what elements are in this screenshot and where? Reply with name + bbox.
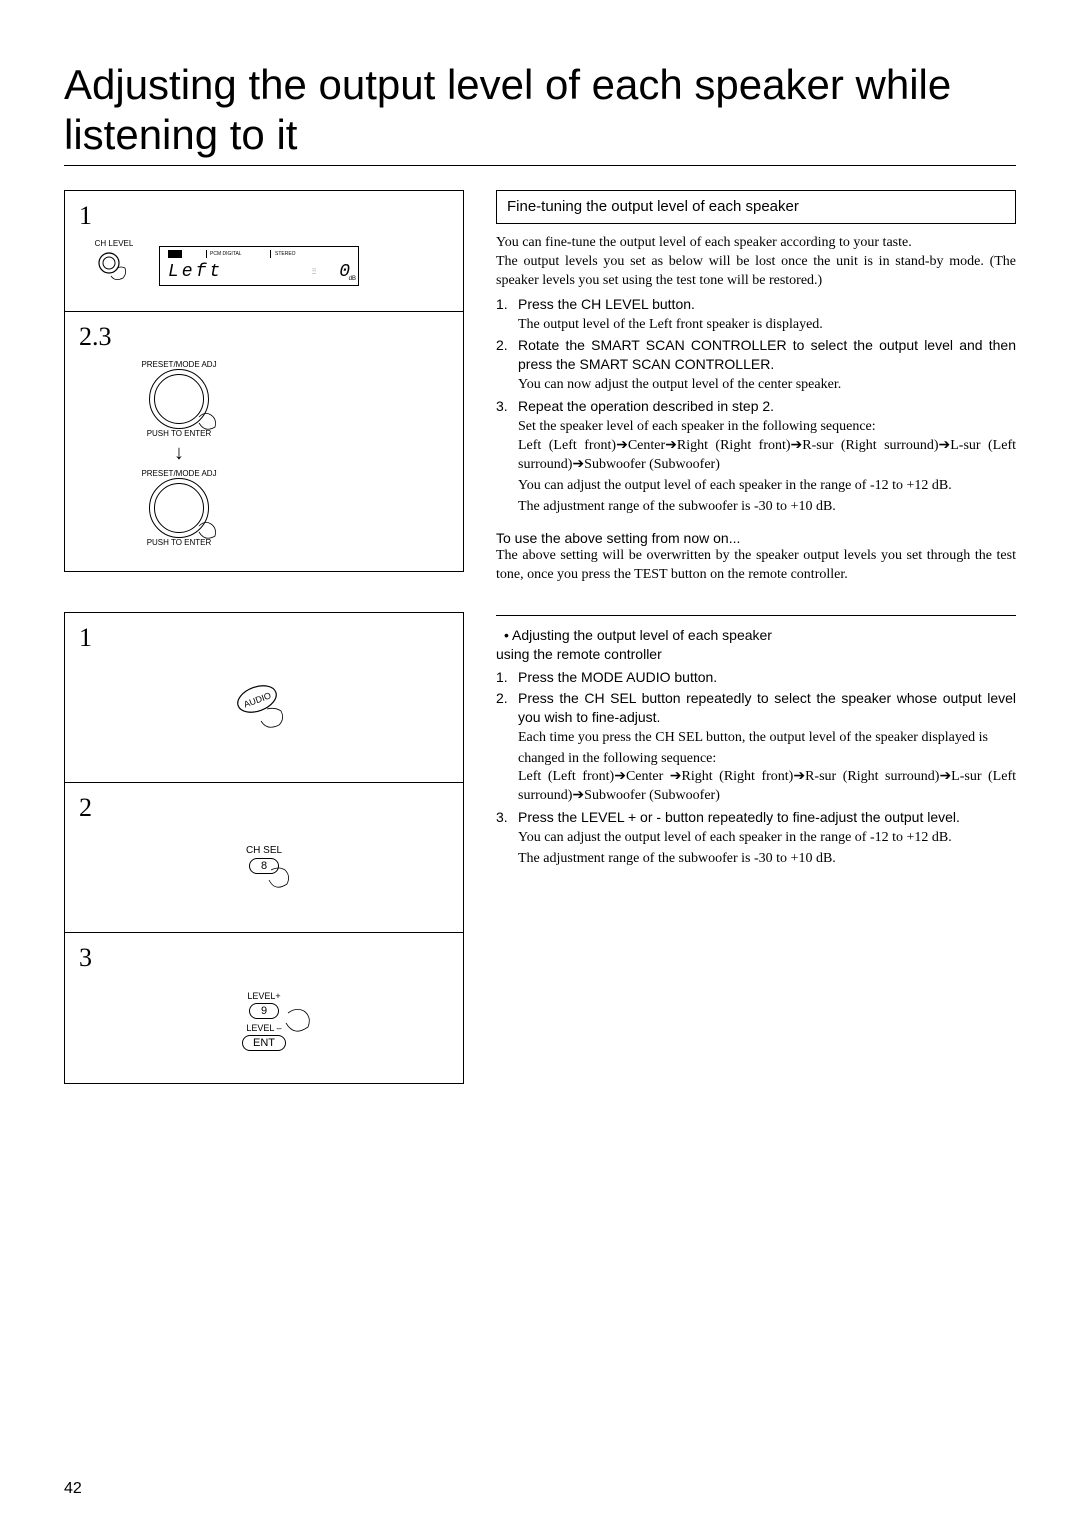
arrow-down-icon: ↓ xyxy=(119,442,239,465)
step-body: You can now adjust the output level of t… xyxy=(518,377,841,392)
hand-icon xyxy=(284,1005,324,1045)
note-body: The above setting will be overwritten by… xyxy=(496,547,1016,585)
step-body: You can adjust the output level of each … xyxy=(518,830,952,845)
list-number: 1. xyxy=(496,668,518,687)
step-heading: Repeat the operation described in step 2… xyxy=(518,398,774,414)
page-number: 42 xyxy=(64,1480,82,1498)
step-number: 2 xyxy=(79,793,449,823)
indicator-pcm: PCM DIGITAL xyxy=(210,251,242,257)
list-number: 1. xyxy=(496,295,518,335)
divider xyxy=(496,615,1016,616)
list-number: 3. xyxy=(496,397,518,516)
step-body: You can adjust the output level of each … xyxy=(518,478,952,493)
step-heading: Rotate the SMART SCAN CONTROLLER to sele… xyxy=(518,336,1016,374)
ch-level-label: CH LEVEL xyxy=(89,239,139,248)
section-bullet: • Adjusting the output level of each spe… xyxy=(496,626,1016,645)
hand-icon xyxy=(195,405,225,435)
step-sequence: Left (Left front)➔Center➔Right (Right fr… xyxy=(518,437,1016,475)
lcd-db: dB xyxy=(349,276,356,282)
lcd-display: PCM DIGITAL STEREO Left ⫶⫶ 0 dB xyxy=(159,246,359,286)
diagram-box-remote: 1 AUDIO 2 CH SEL 8 xyxy=(64,612,464,1084)
step-heading: Press the LEVEL + or - button repeatedly… xyxy=(518,808,1016,827)
list-number: 2. xyxy=(496,689,518,806)
step-body: The output level of the Left front speak… xyxy=(518,317,823,332)
section-title: Fine-tuning the output level of each spe… xyxy=(496,190,1016,224)
hand-icon xyxy=(267,864,307,898)
step-heading: Press the CH SEL button repeatedly to se… xyxy=(518,689,1016,727)
list-number: 2. xyxy=(496,336,518,395)
remote-button-9: 9 xyxy=(249,1003,279,1019)
intro-paragraph: The output levels you set as below will … xyxy=(496,253,1016,291)
step-number: 3 xyxy=(79,943,449,973)
page-title: Adjusting the output level of each speak… xyxy=(64,60,1016,166)
diagram-box-front-panel: 1 CH LEVEL PCM DIGITAL STEREO xyxy=(64,190,464,572)
step-body: Set the speaker level of each speaker in… xyxy=(518,419,876,434)
list-number: 3. xyxy=(496,808,518,869)
lcd-text-left: Left xyxy=(168,262,223,282)
note-heading: To use the above setting from now on... xyxy=(496,529,1016,548)
knob-label-top: PRESET/MODE ADJ xyxy=(119,360,239,369)
audio-button-icon: AUDIO xyxy=(229,681,299,741)
step-body: The adjustment range of the subwoofer is… xyxy=(518,851,836,866)
step-number: 1 xyxy=(79,623,449,653)
knob-label-top: PRESET/MODE ADJ xyxy=(119,469,239,478)
level-minus-label: LEVEL – xyxy=(79,1023,449,1033)
step-sequence: Left (Left front)➔Center ➔Right (Right f… xyxy=(518,768,1016,806)
step-heading: Press the CH LEVEL button. xyxy=(518,296,695,312)
hand-icon xyxy=(195,514,225,544)
step-number: 1 xyxy=(79,201,449,231)
step-body: The adjustment range of the subwoofer is… xyxy=(518,499,836,514)
press-button-icon xyxy=(89,248,139,288)
step-body: Each time you press the CH SEL button, t… xyxy=(518,730,988,766)
section-subtitle: using the remote controller xyxy=(496,645,1016,664)
intro-paragraph: You can fine-tune the output level of ea… xyxy=(496,234,1016,253)
step-heading: Press the MODE AUDIO button. xyxy=(518,668,1016,687)
step-number: 2.3 xyxy=(79,322,449,352)
ch-sel-label: CH SEL xyxy=(79,845,449,856)
remote-button-ent: ENT xyxy=(242,1035,286,1051)
indicator-stereo: STEREO xyxy=(275,251,296,257)
level-plus-label: LEVEL+ xyxy=(79,991,449,1001)
